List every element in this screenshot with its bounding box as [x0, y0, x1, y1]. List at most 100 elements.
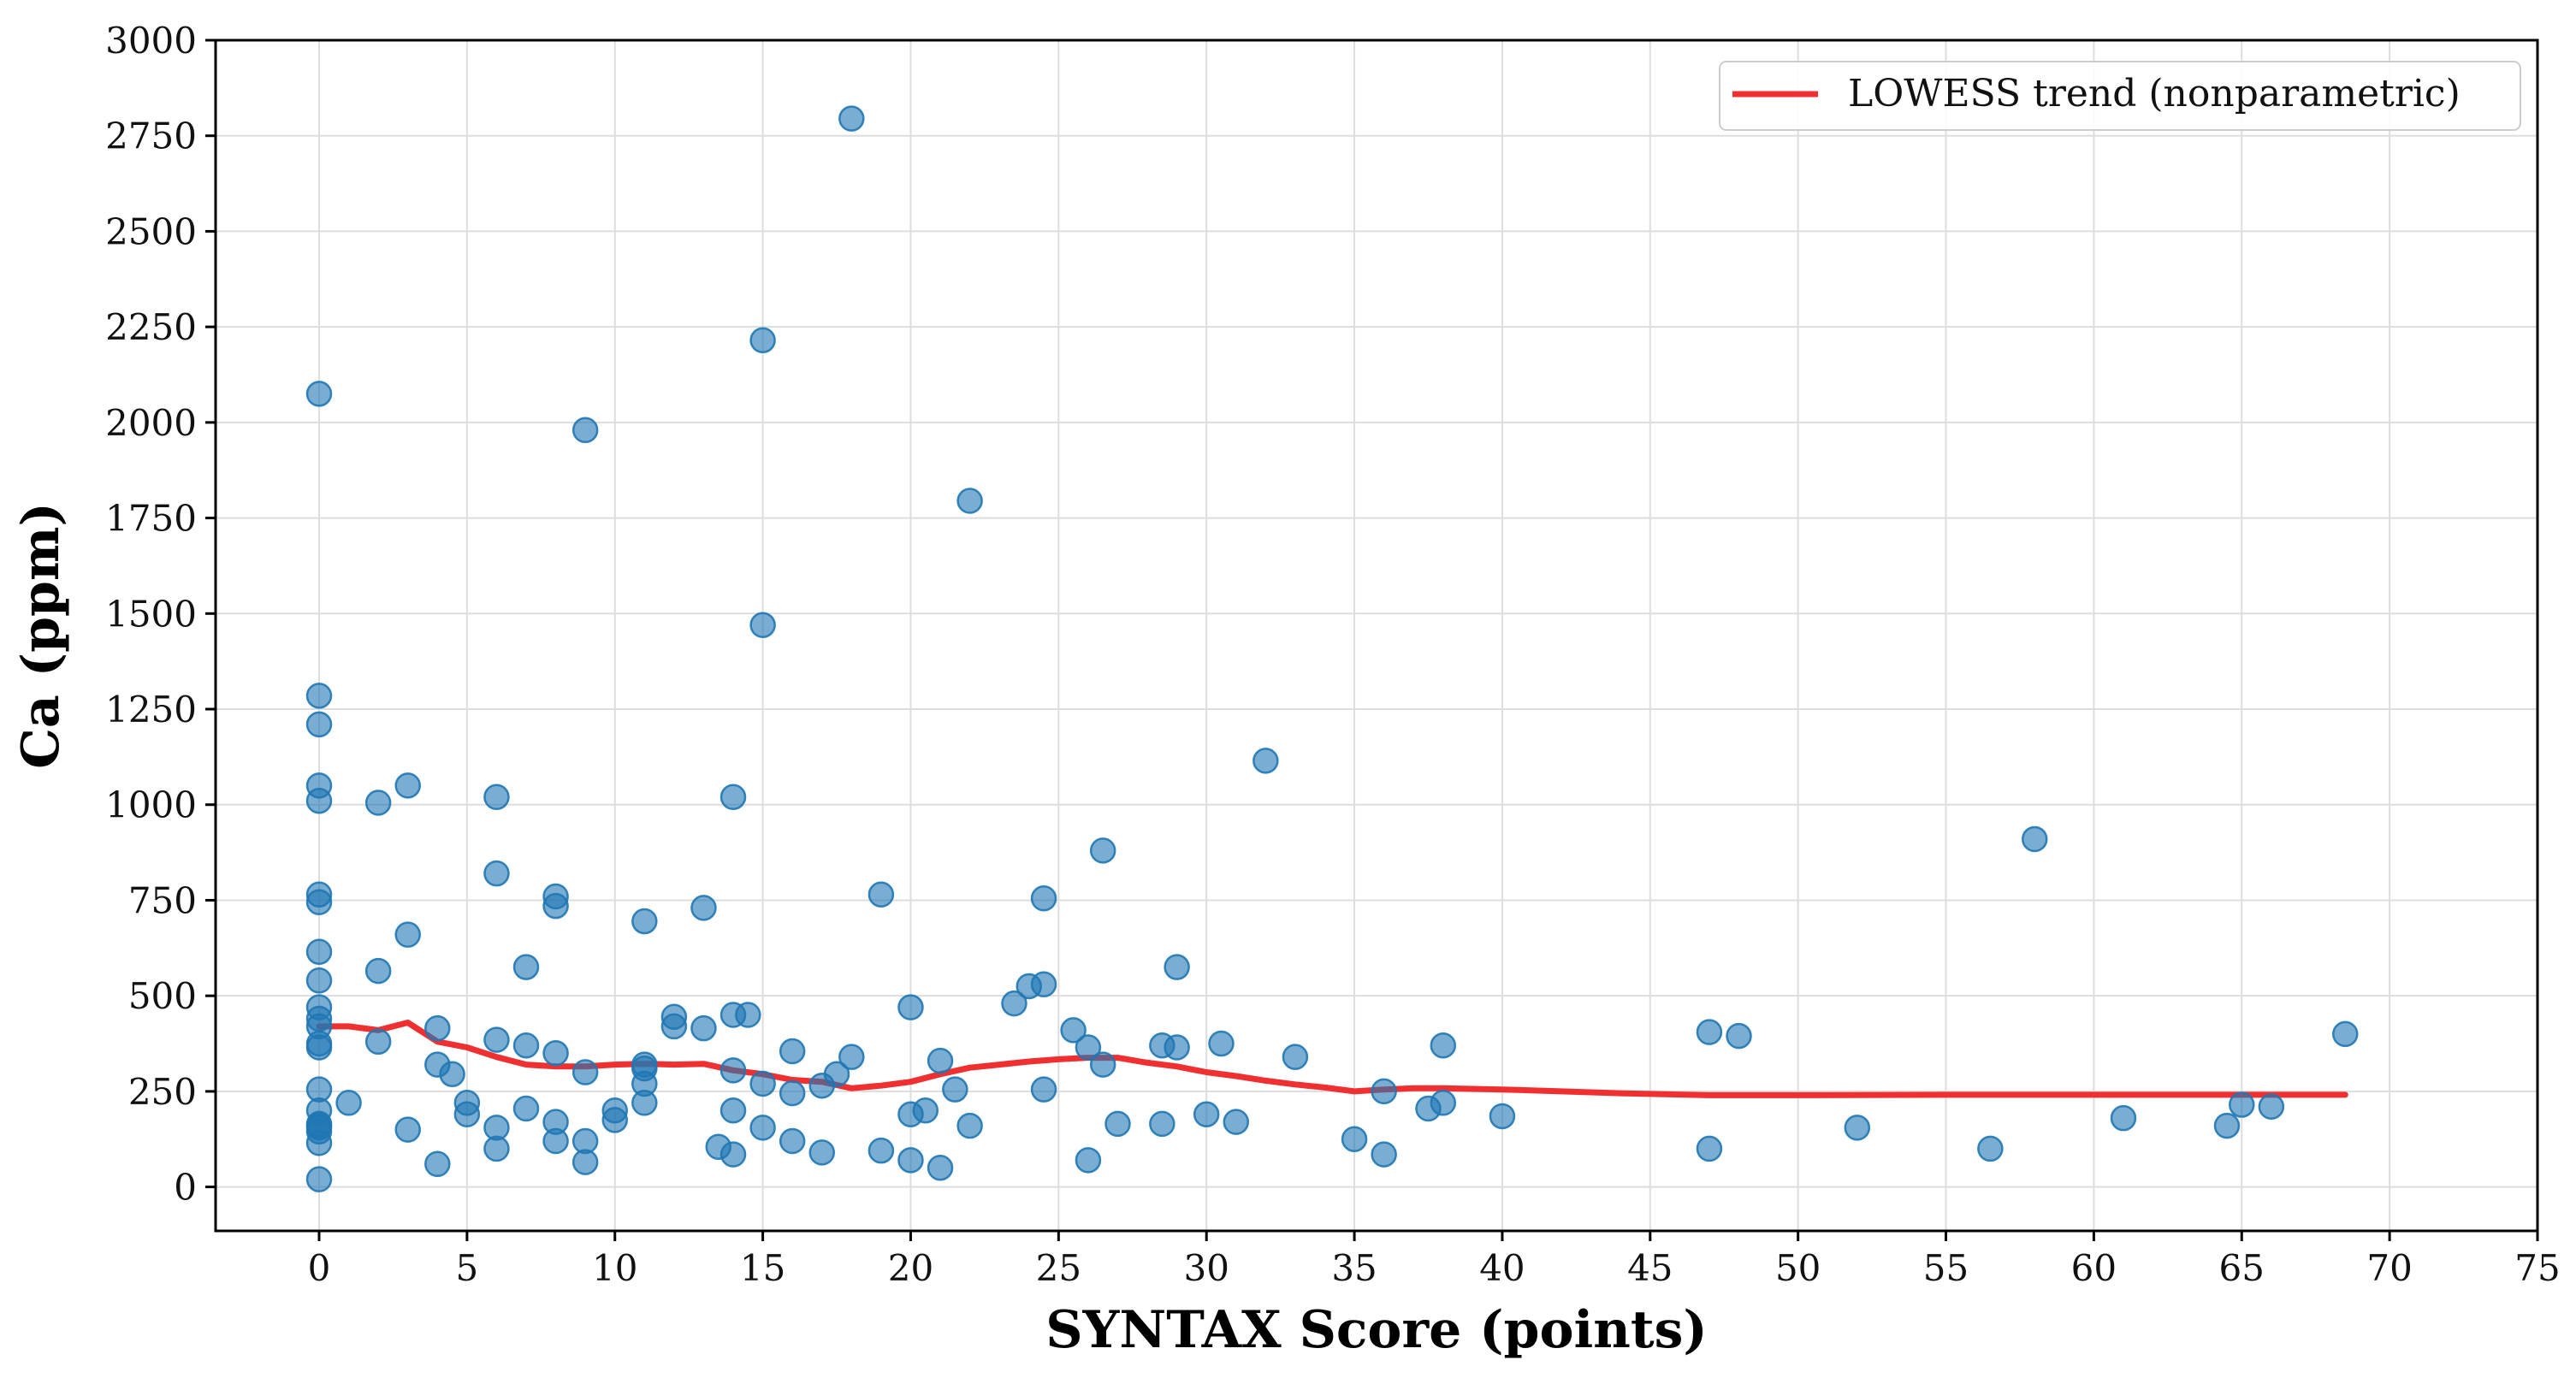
- scatter-point: [2110, 1104, 2137, 1132]
- x-tick-label: 15: [740, 1247, 785, 1289]
- scatter-point: [1075, 1147, 1102, 1174]
- x-tick-label: 5: [456, 1247, 479, 1289]
- scatter-point: [912, 1097, 939, 1124]
- scatter-point: [779, 1079, 806, 1107]
- scatter-point: [631, 1051, 658, 1078]
- scatter-point: [838, 105, 865, 132]
- scatter-point: [1223, 1109, 1250, 1135]
- x-tick-label: 65: [2219, 1247, 2265, 1289]
- scatter-points: [305, 105, 2359, 1192]
- y-tick-label: 3000: [105, 20, 197, 62]
- plot-frame: [214, 38, 2539, 1233]
- scatter-point: [305, 772, 333, 799]
- scatter-point: [305, 938, 333, 966]
- legend: LOWESS trend (nonparametric): [1719, 61, 2521, 131]
- scatter-point: [483, 1026, 510, 1053]
- x-tick-label: 70: [2366, 1247, 2412, 1289]
- scatter-point: [1371, 1078, 1397, 1105]
- y-tick-label: 1000: [105, 784, 197, 826]
- scatter-point: [1430, 1032, 1457, 1059]
- x-tick-label: 75: [2514, 1247, 2560, 1289]
- scatter-point: [1164, 954, 1190, 980]
- x-tick-label: 60: [2071, 1247, 2117, 1289]
- scatter-point: [927, 1155, 954, 1181]
- y-tick-label: 2000: [105, 402, 197, 444]
- scatter-point: [424, 1014, 451, 1042]
- scatter-point: [483, 860, 510, 887]
- scatter-point: [1164, 1034, 1190, 1061]
- y-tick-label: 750: [128, 879, 197, 921]
- scatter-point: [720, 1141, 747, 1168]
- scatter-point: [1208, 1030, 1235, 1057]
- x-tick-label: 10: [592, 1247, 637, 1289]
- scatter-point: [305, 994, 333, 1020]
- x-tick-label: 55: [1923, 1247, 1969, 1289]
- y-tick-label: 1750: [105, 498, 197, 540]
- scatter-point: [542, 1039, 569, 1067]
- scatter-point: [2022, 825, 2048, 853]
- scatter-point: [542, 1109, 569, 1135]
- scatter-point: [1104, 1110, 1131, 1138]
- scatter-point: [1341, 1126, 1368, 1153]
- y-tick-label: 1250: [105, 689, 197, 730]
- y-tick-label: 500: [128, 975, 197, 1017]
- scatter-point: [1282, 1044, 1309, 1070]
- x-tick-label: 0: [308, 1247, 331, 1289]
- scatter-point: [749, 1070, 776, 1097]
- scatter-point: [512, 1032, 540, 1059]
- scatter-point: [394, 772, 421, 799]
- y-tick-label: 2500: [105, 210, 197, 252]
- scatter-point: [424, 1150, 451, 1178]
- scatter-point: [942, 1076, 968, 1103]
- scatter-point: [779, 1038, 806, 1065]
- scatter-point: [838, 1044, 865, 1070]
- y-tick-label: 0: [174, 1167, 197, 1209]
- scatter-point: [364, 1028, 392, 1056]
- scatter-point: [720, 784, 747, 811]
- scatter-point: [305, 967, 333, 994]
- scatter-point: [305, 683, 333, 709]
- trend-layer: [316, 1020, 2348, 1098]
- scatter-point: [1696, 1019, 1723, 1045]
- y-axis-title: Ca (ppm): [11, 502, 71, 769]
- scatter-point: [394, 921, 421, 948]
- x-axis-ticks: 0 5 10 15 20 25 30 35 40 45 50 55 60 65 70 75: [308, 1231, 2561, 1289]
- x-tick-label: 45: [1627, 1247, 1673, 1289]
- x-axis-title: SYNTAX Score (points): [1045, 1300, 1708, 1360]
- scatter-point: [927, 1047, 954, 1074]
- scatter-point: [779, 1127, 806, 1155]
- scatter-point: [2258, 1093, 2285, 1121]
- scatter-point: [453, 1090, 481, 1116]
- y-tick-label: 1500: [105, 593, 197, 635]
- scatter-point: [749, 327, 776, 354]
- scatter-point: [690, 895, 717, 921]
- scatter-point: [1977, 1135, 2004, 1162]
- scatter-point: [749, 1115, 776, 1141]
- scatter-point: [1089, 837, 1116, 864]
- x-tick-label: 35: [1331, 1247, 1377, 1289]
- scatter-point: [1060, 1017, 1087, 1044]
- scatter-point: [2332, 1020, 2359, 1048]
- scatter-point: [631, 908, 658, 935]
- scatter-point: [720, 1097, 747, 1124]
- scatter-point: [439, 1061, 465, 1088]
- scatter-point: [305, 881, 333, 908]
- x-tick-label: 40: [1479, 1247, 1525, 1289]
- scatter-point: [512, 1095, 540, 1122]
- scatter-point: [956, 1112, 983, 1139]
- scatter-point: [1371, 1141, 1397, 1168]
- x-tick-label: 25: [1036, 1247, 1081, 1289]
- scatter-point: [1430, 1090, 1457, 1116]
- scatter-point: [2213, 1112, 2241, 1139]
- legend-box: [1719, 61, 2521, 131]
- y-tick-label: 2750: [105, 115, 197, 157]
- legend-entry-trend: LOWESS trend (nonparametric): [1848, 72, 2461, 115]
- scatter-point: [571, 417, 599, 444]
- lowess-trend-line: [316, 1020, 2348, 1098]
- scatter-point: [690, 1014, 717, 1042]
- scatter-point: [1149, 1110, 1175, 1138]
- scatter-point: [335, 1090, 362, 1116]
- scatter-point: [483, 1115, 510, 1141]
- scatter-point: [1030, 971, 1057, 998]
